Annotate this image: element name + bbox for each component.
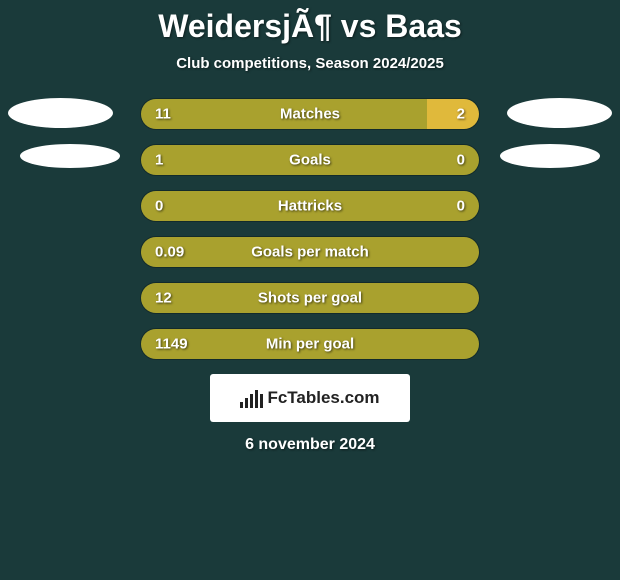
stat-value-player2: 2 (457, 106, 465, 123)
stat-row: 1149 Min per goal (0, 328, 620, 360)
stat-label: Matches (280, 106, 340, 123)
stat-row: 0 Hattricks 0 (0, 190, 620, 222)
logo-bars-icon (240, 388, 263, 408)
bar-track: 0.09 Goals per match (140, 236, 480, 268)
stat-row: 0.09 Goals per match (0, 236, 620, 268)
bar-track: 1 Goals 0 (140, 144, 480, 176)
stat-label: Shots per goal (258, 290, 362, 307)
page-title: WeidersjÃ¶ vs Baas (158, 8, 462, 45)
stat-value-player1: 1 (155, 152, 163, 169)
stat-row: 1 Goals 0 (0, 144, 620, 176)
player1-marker-icon (20, 144, 120, 168)
stat-value-player1: 0 (155, 198, 163, 215)
stat-value-player1: 1149 (155, 336, 188, 353)
fctables-logo: FcTables.com (210, 374, 410, 422)
stat-label: Min per goal (266, 336, 354, 353)
stat-value-player2: 0 (457, 198, 465, 215)
stat-value-player2: 0 (457, 152, 465, 169)
stat-row: 12 Shots per goal (0, 282, 620, 314)
player2-marker-icon (507, 98, 612, 128)
bar-track: 0 Hattricks 0 (140, 190, 480, 222)
bar-track: 1149 Min per goal (140, 328, 480, 360)
stat-value-player1: 12 (155, 290, 172, 307)
comparison-chart: 11 Matches 2 1 Goals 0 0 Hattricks 0 0.09 Goals pe… (0, 98, 620, 360)
player2-marker-icon (500, 144, 600, 168)
player1-marker-icon (8, 98, 113, 128)
stat-label: Goals (289, 152, 331, 169)
logo-text: FcTables.com (267, 388, 379, 408)
stat-value-player1: 0.09 (155, 244, 184, 261)
stat-label: Hattricks (278, 198, 342, 215)
stat-label: Goals per match (251, 244, 369, 261)
stat-value-player1: 11 (155, 106, 171, 123)
bar-track: 11 Matches 2 (140, 98, 480, 130)
date-label: 6 november 2024 (245, 436, 375, 454)
bar-player2 (427, 99, 479, 129)
subtitle: Club competitions, Season 2024/2025 (176, 55, 444, 72)
stat-row: 11 Matches 2 (0, 98, 620, 130)
bar-track: 12 Shots per goal (140, 282, 480, 314)
